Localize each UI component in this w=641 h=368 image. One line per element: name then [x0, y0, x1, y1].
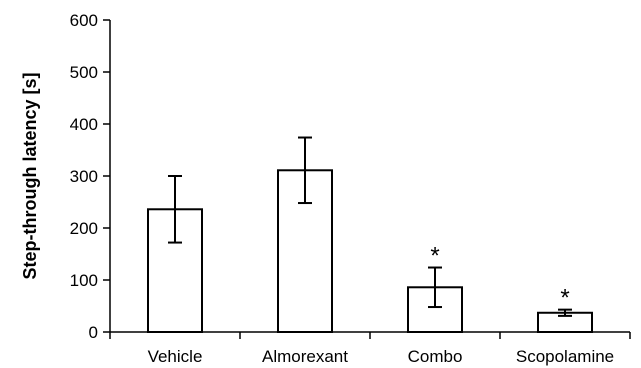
- y-tick-label: 100: [70, 271, 98, 290]
- significance-marker: *: [560, 285, 569, 312]
- category-label: Scopolamine: [516, 347, 614, 366]
- y-axis-label: Step-through latency [s]: [20, 72, 40, 279]
- category-label: Almorexant: [262, 347, 348, 366]
- y-tick-label: 400: [70, 115, 98, 134]
- y-tick-label: 0: [89, 323, 98, 342]
- y-tick-label: 600: [70, 11, 98, 30]
- labels: 0 100 200 300 400 500 600 Vehicle Almorexant * Com…: [70, 11, 615, 366]
- bar: [147, 208, 203, 333]
- significance-marker: *: [430, 243, 439, 270]
- category-label: Vehicle: [148, 347, 203, 366]
- y-tick-label: 300: [70, 167, 98, 186]
- y-tick-label: 200: [70, 219, 98, 238]
- bars: [147, 136, 593, 334]
- bar: [277, 169, 333, 333]
- y-tick-label: 500: [70, 63, 98, 82]
- category-label: Combo: [408, 347, 463, 366]
